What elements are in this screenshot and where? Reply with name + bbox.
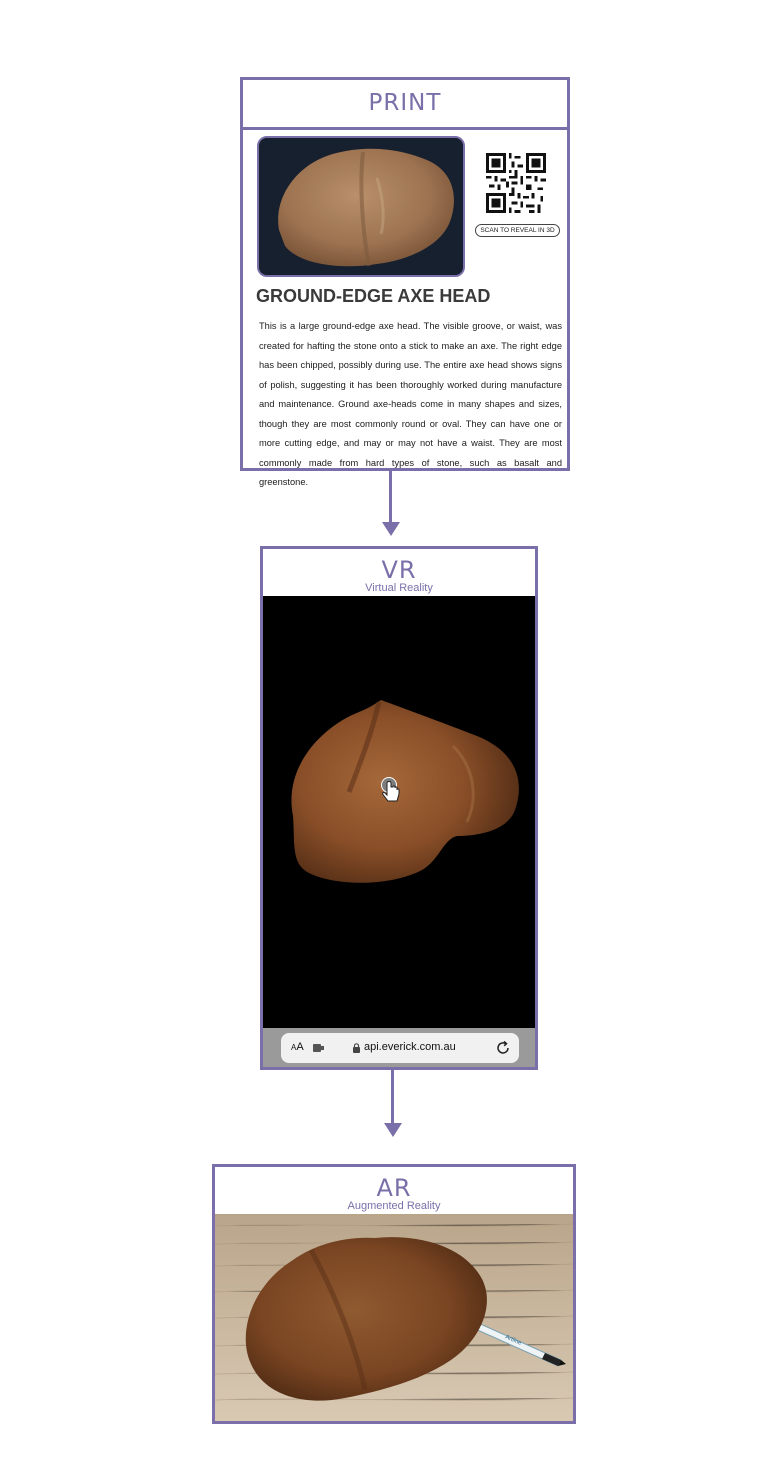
flow-arrow-head (382, 522, 400, 536)
pen: Artline (463, 1317, 566, 1367)
ar-header-title: AR (376, 1174, 412, 1202)
ar-header-subtitle: Augmented Reality (347, 1200, 441, 1212)
print-card: PRINT (240, 77, 570, 487)
ar-scene-photo: Artline (215, 1214, 573, 1421)
vr-axe-head-model[interactable] (263, 596, 535, 1028)
flow-arrow-line (389, 471, 392, 523)
axe-head-photo (257, 136, 465, 277)
vr-header-title: VR (381, 556, 417, 584)
flow-arrow-line (391, 1070, 394, 1124)
browser-toolbar: AA api.everick.com.au (263, 1028, 535, 1067)
lock-icon (352, 1043, 361, 1056)
scan-label: SCAN TO REVEAL IN 3D (475, 224, 560, 237)
print-header: PRINT (243, 80, 567, 130)
hand-pointer-icon (381, 777, 403, 808)
address-bar[interactable]: AA api.everick.com.au (281, 1033, 519, 1063)
text-size-button[interactable]: AA (291, 1041, 304, 1053)
artefact-title: GROUND-EDGE AXE HEAD (256, 286, 491, 306)
vr-header-subtitle: Virtual Reality (365, 582, 433, 594)
print-header-title: PRINT (368, 90, 442, 116)
ar-card: AR Augmented Reality (212, 1164, 576, 1424)
vr-card: VR Virtual Reality This is a Western Kan… (260, 546, 538, 1070)
vr-header: VR Virtual Reality (263, 549, 535, 599)
flow-arrow-head (384, 1123, 402, 1137)
artefact-description: This is a large ground-edge axe head. Th… (259, 321, 562, 487)
ar-header: AR Augmented Reality (215, 1167, 573, 1217)
reload-icon[interactable] (495, 1040, 511, 1059)
qr-code-icon[interactable] (486, 153, 546, 213)
url-text: api.everick.com.au (364, 1041, 456, 1053)
extension-icon[interactable] (313, 1043, 325, 1056)
vr-viewer[interactable]: This is a Western Kangoulu Cultural Arte… (263, 596, 535, 1028)
